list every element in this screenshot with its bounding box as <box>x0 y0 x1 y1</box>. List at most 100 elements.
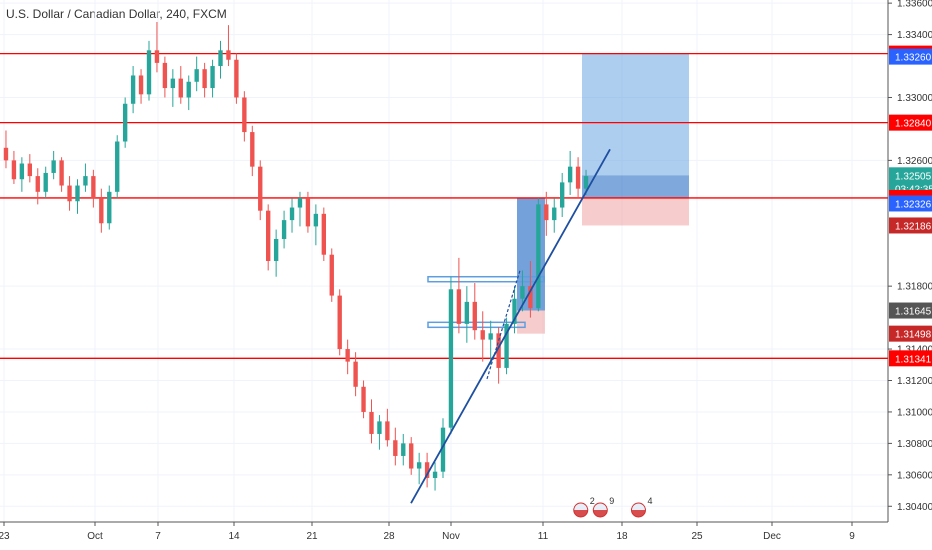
candle-body <box>99 198 104 224</box>
candle-body <box>552 207 557 221</box>
candle-body <box>337 295 342 350</box>
y-tick-label: 1.30600 <box>897 470 932 481</box>
x-tick-label: 21 <box>306 531 318 542</box>
y-tick-label: 1.33400 <box>897 30 932 41</box>
loss-zone <box>582 197 689 226</box>
x-tick-label: Nov <box>442 531 460 542</box>
price-label-bg <box>889 302 932 319</box>
candle-body <box>281 220 287 239</box>
trend-lines <box>410 148 611 504</box>
candle-body <box>122 103 128 142</box>
candle-body <box>393 440 398 456</box>
candle-body <box>369 411 374 434</box>
price-label: 1.33260 <box>895 53 932 64</box>
candle-body <box>138 75 144 95</box>
candle-body <box>19 163 25 180</box>
x-tick-label: 18 <box>616 531 628 542</box>
event-count: 4 <box>647 496 652 506</box>
candle-body <box>528 286 533 309</box>
candle-body <box>146 50 152 95</box>
price-label-bg <box>889 114 932 131</box>
price-label: 1.31341 <box>895 354 932 365</box>
x-tick-label: 23 <box>0 531 10 542</box>
candle-body <box>91 176 96 199</box>
price-label: 1.31498 <box>895 330 932 341</box>
event-flag-stripe-icon <box>631 510 646 517</box>
candle-body <box>456 289 462 324</box>
candle-body <box>536 204 541 309</box>
candle-body <box>440 427 446 472</box>
candle-body <box>250 132 255 167</box>
candle-body <box>266 210 271 261</box>
price-axis: 1.33600 1.33400 1.33000 1.32600 1.31800 1.314… <box>887 0 932 550</box>
candle-body <box>512 298 517 324</box>
price-label: 1.31645 <box>895 307 932 318</box>
chart-title: U.S. Dollar / Canadian Dollar, 240, FXCM <box>6 7 227 21</box>
range-box-top <box>427 275 545 283</box>
candle-body <box>27 163 32 177</box>
candle-body <box>297 198 303 208</box>
candle-body <box>178 78 183 98</box>
candle-body <box>11 160 17 180</box>
y-tick-label: 1.31400 <box>897 345 932 356</box>
candle-body <box>107 191 112 224</box>
time-axis: 23 Oct 7 14 21 28 Nov 11 18 25 Dec 9 <box>0 521 888 542</box>
candle-body <box>520 286 525 299</box>
price-label-bg <box>889 195 932 212</box>
event-count: 2 <box>590 496 595 506</box>
candle-body <box>273 238 279 261</box>
candle-body <box>401 443 406 456</box>
y-tick-label: 1.31800 <box>897 282 932 293</box>
uptrend-line <box>410 148 611 504</box>
x-tick-label: 28 <box>383 531 395 542</box>
candle-body <box>432 471 438 478</box>
position-zones <box>427 53 689 334</box>
economic-events: 2 9 4 <box>573 496 652 518</box>
candle-body <box>67 185 72 202</box>
candle-body <box>43 172 48 192</box>
price-label: 1.32326 <box>895 199 932 210</box>
candle-body <box>329 254 334 296</box>
candle-body <box>353 361 358 387</box>
x-tick-label: 7 <box>155 531 161 542</box>
y-tick-label: 1.33600 <box>897 0 932 10</box>
x-tick-label: 11 <box>538 531 549 542</box>
candle-body <box>154 50 160 63</box>
y-tick-label: 1.31000 <box>897 407 932 418</box>
candle-body <box>289 207 295 221</box>
candle-body <box>583 176 589 189</box>
profit-zone <box>582 53 689 176</box>
x-tick-label: 9 <box>849 531 855 542</box>
open-profit-zone <box>582 175 689 198</box>
candle-body <box>480 330 485 340</box>
candle-body <box>560 182 565 208</box>
candle-body <box>242 97 247 133</box>
candle-body <box>496 333 501 368</box>
y-tick-label: 1.30800 <box>897 439 932 450</box>
candle-body <box>202 69 207 89</box>
candle-body <box>345 349 350 362</box>
y-tick-label: 1.33000 <box>897 93 932 104</box>
y-tick-label: 1.31200 <box>897 376 932 387</box>
price-label-bg <box>889 325 932 342</box>
candle-body <box>83 176 88 186</box>
event-flag-stripe-icon <box>573 510 588 517</box>
event-flag-stripe-icon <box>593 510 608 517</box>
candle-body <box>464 301 470 324</box>
candle-body <box>448 289 454 428</box>
candle-body <box>162 62 168 89</box>
candle-body <box>313 213 319 227</box>
candle-body <box>321 213 326 255</box>
candle-body <box>258 166 263 211</box>
candle-body <box>385 421 390 441</box>
trend-segment <box>486 270 521 380</box>
candle-body <box>544 204 549 221</box>
price-label: 1.32186 <box>895 221 932 232</box>
price-label-bg <box>889 350 932 367</box>
price-label-bg <box>889 167 932 184</box>
y-tick-label: 1.30400 <box>897 502 932 513</box>
candle-body <box>567 166 573 183</box>
price-axis-bg <box>888 0 932 550</box>
price-label: 1.32505 <box>895 171 932 182</box>
